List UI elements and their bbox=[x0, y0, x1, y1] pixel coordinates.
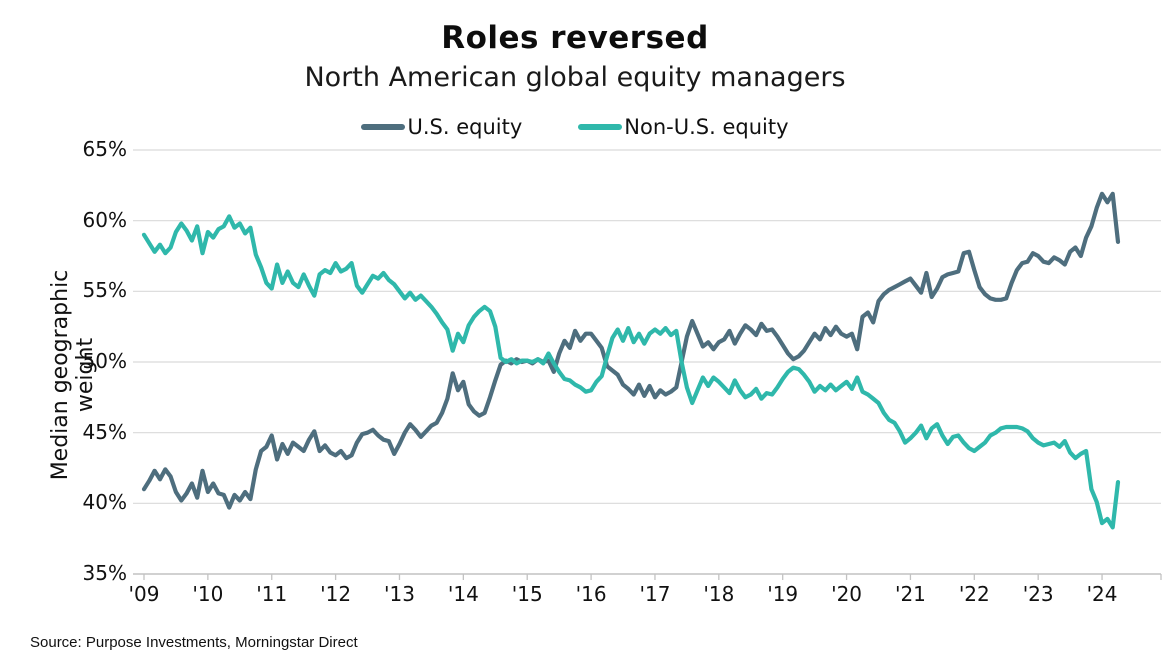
legend-label-non-us-equity: Non-U.S. equity bbox=[624, 115, 789, 139]
x-tick-label: '15 bbox=[511, 582, 543, 606]
chart-header: Roles reversed North American global equ… bbox=[0, 0, 1150, 93]
x-tick-label: '24 bbox=[1086, 582, 1118, 606]
x-tick-label: '12 bbox=[320, 582, 352, 606]
y-axis-title: Median geographic weight bbox=[48, 269, 98, 481]
us-equity-line-swatch bbox=[361, 124, 406, 130]
x-tick-label: '17 bbox=[639, 582, 671, 606]
x-tick-label: '09 bbox=[128, 582, 160, 606]
x-tick-label: '14 bbox=[447, 582, 479, 606]
legend-item-non-us-equity: Non-U.S. equity bbox=[578, 115, 789, 139]
line-series-non-us-equity bbox=[141, 214, 1121, 530]
non-us-equity-line-swatch bbox=[578, 124, 623, 130]
y-tick-label: 45% bbox=[82, 419, 127, 444]
x-tick-label: '11 bbox=[256, 582, 288, 606]
x-tick-label: '19 bbox=[767, 582, 799, 606]
source-note: Source: Purpose Investments, Morningstar… bbox=[30, 634, 358, 651]
x-tick-label: '16 bbox=[575, 582, 607, 606]
legend-item-us-equity: U.S. equity bbox=[361, 115, 522, 139]
x-tick-label: '21 bbox=[894, 582, 926, 606]
y-tick-label: 60% bbox=[82, 207, 127, 232]
chart-legend: U.S. equity Non-U.S. equity bbox=[0, 115, 1150, 139]
y-tick-label: 65% bbox=[82, 137, 127, 161]
x-tick-label: '23 bbox=[1022, 582, 1054, 606]
y-tick-label: 55% bbox=[82, 278, 127, 303]
x-tick-label: '13 bbox=[383, 582, 415, 606]
y-tick-label: 40% bbox=[82, 490, 127, 515]
legend-label-us-equity: U.S. equity bbox=[407, 115, 523, 139]
x-tick-label: '10 bbox=[192, 582, 224, 606]
x-tick-label: '20 bbox=[831, 582, 863, 606]
chart-title: Roles reversed bbox=[441, 20, 709, 56]
line-series-us-equity bbox=[141, 191, 1121, 510]
y-tick-label: 50% bbox=[82, 349, 127, 373]
y-tick-label: 35% bbox=[82, 561, 127, 585]
x-tick-label: '22 bbox=[958, 582, 990, 606]
chart-subtitle: North American global equity managers bbox=[304, 62, 846, 93]
x-tick-label: '18 bbox=[703, 582, 735, 606]
